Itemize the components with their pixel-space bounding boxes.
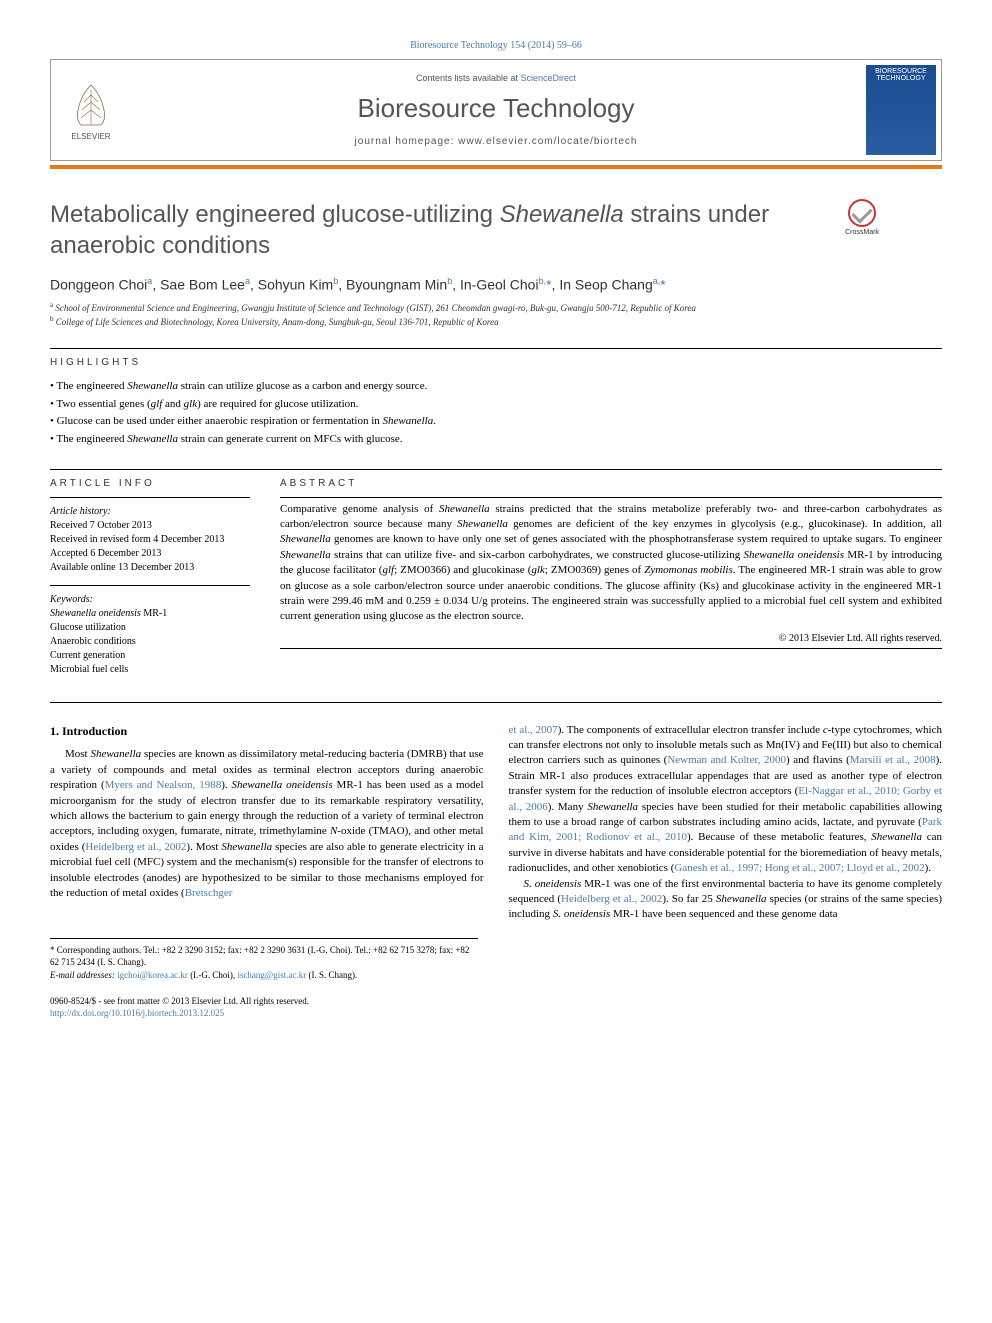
homepage-url: www.elsevier.com/locate/biortech [458, 136, 637, 147]
highlight-item: The engineered Shewanella strain can gen… [50, 431, 942, 449]
sciencedirect-link[interactable]: ScienceDirect [521, 73, 577, 83]
article-history: Received 7 October 2013Received in revis… [50, 519, 250, 575]
email-name-1: (I.-G. Choi), [190, 970, 235, 980]
highlight-item: The engineered Shewanella strain can uti… [50, 378, 942, 396]
contents-available: Contents lists available at ScienceDirec… [131, 73, 861, 83]
citation-line: Bioresource Technology 154 (2014) 59–66 [50, 40, 942, 51]
orange-divider [50, 165, 942, 169]
corresponding-footnote: * Corresponding authors. Tel.: +82 2 329… [50, 938, 478, 982]
footer-copyright: 0960-8524/$ - see front matter © 2013 El… [50, 996, 942, 1008]
introduction-heading: 1. Introduction [50, 723, 484, 740]
elsevier-logo: ELSEVIER [51, 65, 131, 155]
cover-title: BIORESOURCE TECHNOLOGY [866, 65, 936, 85]
elsevier-label: ELSEVIER [71, 132, 110, 141]
intro-paragraph-1: Most Shewanella species are known as dis… [50, 747, 484, 901]
journal-homepage: journal homepage: www.elsevier.com/locat… [131, 136, 861, 147]
emails-label: E-mail addresses: [50, 970, 115, 980]
crossmark-badge[interactable]: CrossMark [832, 199, 892, 239]
contents-prefix: Contents lists available at [416, 73, 521, 83]
email-name-2: (I. S. Chang). [308, 970, 357, 980]
keywords-label: Keywords: [50, 594, 250, 605]
intro-paragraph-1-cont: et al., 2007). The components of extrace… [509, 723, 943, 877]
title-pre: Metabolically engineered glucose-utilizi… [50, 201, 500, 228]
body-column-right: et al., 2007). The components of extrace… [509, 723, 943, 923]
highlight-item: Two essential genes (glf and glk) are re… [50, 396, 942, 414]
corresponding-authors: * Corresponding authors. Tel.: +82 2 329… [50, 944, 478, 969]
abstract-block: ABSTRACT Comparative genome analysis of … [280, 478, 942, 677]
article-info-heading: ARTICLE INFO [50, 478, 250, 489]
highlight-item: Glucose can be used under either anaerob… [50, 413, 942, 431]
email-link-1[interactable]: igchoi@korea.ac.kr [117, 970, 188, 980]
footer-block: 0960-8524/$ - see front matter © 2013 El… [50, 996, 942, 1019]
authors-line: Donggeon Choia, Sae Bom Leea, Sohyun Kim… [50, 276, 942, 293]
affiliations: a School of Environmental Science and En… [50, 301, 942, 328]
elsevier-tree-icon [66, 80, 116, 130]
history-label: Article history: [50, 506, 250, 517]
crossmark-label: CrossMark [845, 229, 879, 236]
journal-name: Bioresource Technology [131, 93, 861, 124]
body-column-left: 1. Introduction Most Shewanella species … [50, 723, 484, 923]
highlights-heading: HIGHLIGHTS [50, 357, 942, 368]
article-title: Metabolically engineered glucose-utilizi… [50, 199, 808, 261]
abstract-heading: ABSTRACT [280, 478, 942, 489]
article-info-block: ARTICLE INFO Article history: Received 7… [50, 478, 250, 677]
crossmark-icon [848, 199, 876, 227]
email-link-2[interactable]: ischang@gist.ac.kr [237, 970, 306, 980]
highlights-list: The engineered Shewanella strain can uti… [50, 378, 942, 448]
copyright-line: © 2013 Elsevier Ltd. All rights reserved… [280, 633, 942, 644]
doi-link[interactable]: http://dx.doi.org/10.1016/j.biortech.201… [50, 1008, 224, 1018]
intro-paragraph-2: S. oneidensis MR-1 was one of the first … [509, 877, 943, 923]
keywords-list: Shewanella oneidensis MR-1Glucose utiliz… [50, 607, 250, 677]
journal-header: ELSEVIER Contents lists available at Sci… [50, 59, 942, 161]
title-italic: Shewanella [500, 201, 624, 228]
abstract-text: Comparative genome analysis of Shewanell… [280, 502, 942, 625]
journal-cover-thumbnail: BIORESOURCE TECHNOLOGY [866, 65, 936, 155]
homepage-prefix: journal homepage: [355, 136, 459, 147]
email-line: E-mail addresses: igchoi@korea.ac.kr (I.… [50, 969, 478, 982]
